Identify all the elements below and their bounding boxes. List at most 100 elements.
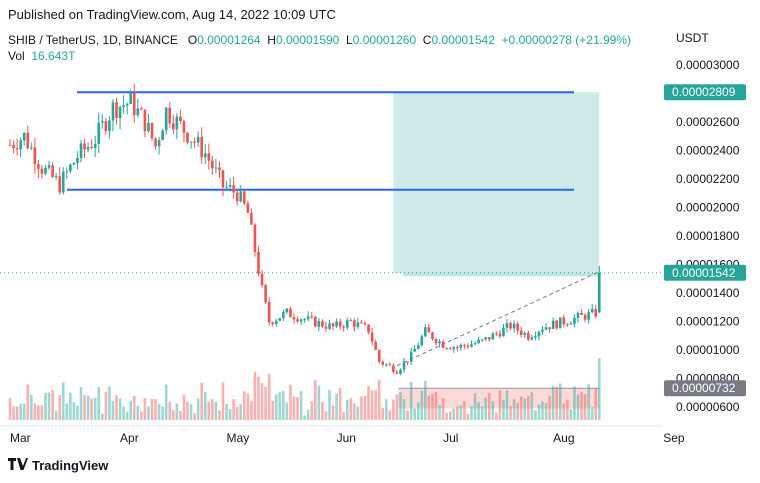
candle-body <box>569 323 573 325</box>
volume-bar <box>388 410 392 420</box>
volume-bar <box>580 391 583 420</box>
symbol-label[interactable]: SHIB / TetherUS, 1D, BINANCE <box>8 33 178 47</box>
volume-bar <box>140 411 143 420</box>
volume-bar <box>409 381 413 420</box>
candle-body <box>381 361 385 365</box>
candle-body <box>420 336 424 346</box>
x-tick-label: Apr <box>120 431 139 445</box>
volume-bar <box>569 408 573 420</box>
volume-bar <box>438 405 441 420</box>
y-tick-label: 0.00003000 <box>676 58 740 72</box>
candle-body <box>203 153 207 158</box>
candle-body <box>541 329 544 332</box>
candle-body <box>484 337 487 340</box>
volume-bar <box>445 412 448 420</box>
volume-bar <box>367 385 370 420</box>
candle-body <box>243 191 246 204</box>
candle-body <box>328 323 331 329</box>
candle-body <box>331 323 335 327</box>
candle-body <box>44 167 47 174</box>
volume-bar <box>47 392 51 420</box>
tradingview-logo-icon <box>8 458 28 473</box>
candle-body <box>271 322 274 325</box>
candle-body <box>207 153 211 161</box>
candle-body <box>179 116 182 122</box>
volume-bar <box>125 411 129 420</box>
candle-body <box>306 316 310 320</box>
candle-body <box>314 316 317 327</box>
volume-bar <box>505 390 509 420</box>
volume-bar <box>225 404 228 420</box>
volume-bar <box>598 358 601 420</box>
volume-bar <box>111 400 115 420</box>
volume-bar <box>101 413 104 420</box>
candle-body <box>193 141 196 143</box>
candle-body <box>257 251 260 274</box>
volume-bar <box>118 398 122 420</box>
volume-bar <box>345 399 349 420</box>
candle-body <box>477 339 480 344</box>
candle-body <box>392 365 395 372</box>
candle-body <box>495 333 498 335</box>
open-label: O <box>187 33 198 47</box>
change-value: +0.00000278 (+21.99%) <box>501 33 631 47</box>
volume-bar <box>267 373 271 420</box>
candle-body <box>388 364 392 366</box>
candle-body <box>161 130 164 141</box>
candle-body <box>509 323 512 329</box>
x-tick-label: Jul <box>443 431 458 445</box>
candle-body <box>527 332 530 340</box>
volume-bar <box>129 400 132 420</box>
candle-body <box>434 338 438 344</box>
candle-body <box>250 212 253 225</box>
volume-bar <box>310 401 314 420</box>
volume-bar <box>480 406 484 420</box>
volume-bar <box>115 395 118 420</box>
volume-bar <box>228 409 232 420</box>
volume-bar <box>40 405 44 420</box>
volume-bar <box>93 397 97 420</box>
volume-bar <box>576 394 580 420</box>
candle-body <box>211 160 214 169</box>
candle-body <box>143 109 147 132</box>
volume-bar <box>147 406 150 420</box>
candle-body <box>140 108 143 110</box>
volume-bar <box>424 380 427 420</box>
x-tick-label: Aug <box>553 431 574 445</box>
volume-bar <box>44 392 47 420</box>
volume-bar <box>136 406 140 420</box>
volume-bar <box>90 398 93 420</box>
candle-body <box>225 186 228 188</box>
candle-body <box>345 320 349 328</box>
candle-body <box>544 327 548 330</box>
candle-body <box>558 317 562 329</box>
candle-body <box>47 165 51 168</box>
open-value: 0.00001264 <box>197 33 261 47</box>
candle-body <box>590 308 594 313</box>
candle-body <box>58 176 61 193</box>
volume-bar <box>434 391 438 420</box>
candle-body <box>292 317 296 320</box>
volume-bar <box>239 404 243 420</box>
footer-brand: TradingView <box>8 458 108 473</box>
x-tick-label: Sep <box>663 431 685 445</box>
y-tick-label: 0.00000600 <box>676 400 740 414</box>
candle-body <box>76 157 79 163</box>
volume-bar <box>537 404 541 420</box>
volume-bar <box>154 399 157 420</box>
volume-bar <box>377 379 381 420</box>
volume-bar <box>218 410 221 420</box>
candle-body <box>108 120 111 131</box>
candle-body <box>285 308 289 313</box>
volume-bar <box>509 406 512 420</box>
low-label: L <box>346 33 353 47</box>
candle-body <box>246 203 250 213</box>
volume-bar <box>200 382 203 420</box>
volume-bar <box>72 402 76 420</box>
candle-body <box>54 176 58 178</box>
candle-body <box>353 320 356 327</box>
volume-bar <box>168 401 172 420</box>
volume-bar <box>143 397 147 420</box>
candle-body <box>8 144 12 146</box>
